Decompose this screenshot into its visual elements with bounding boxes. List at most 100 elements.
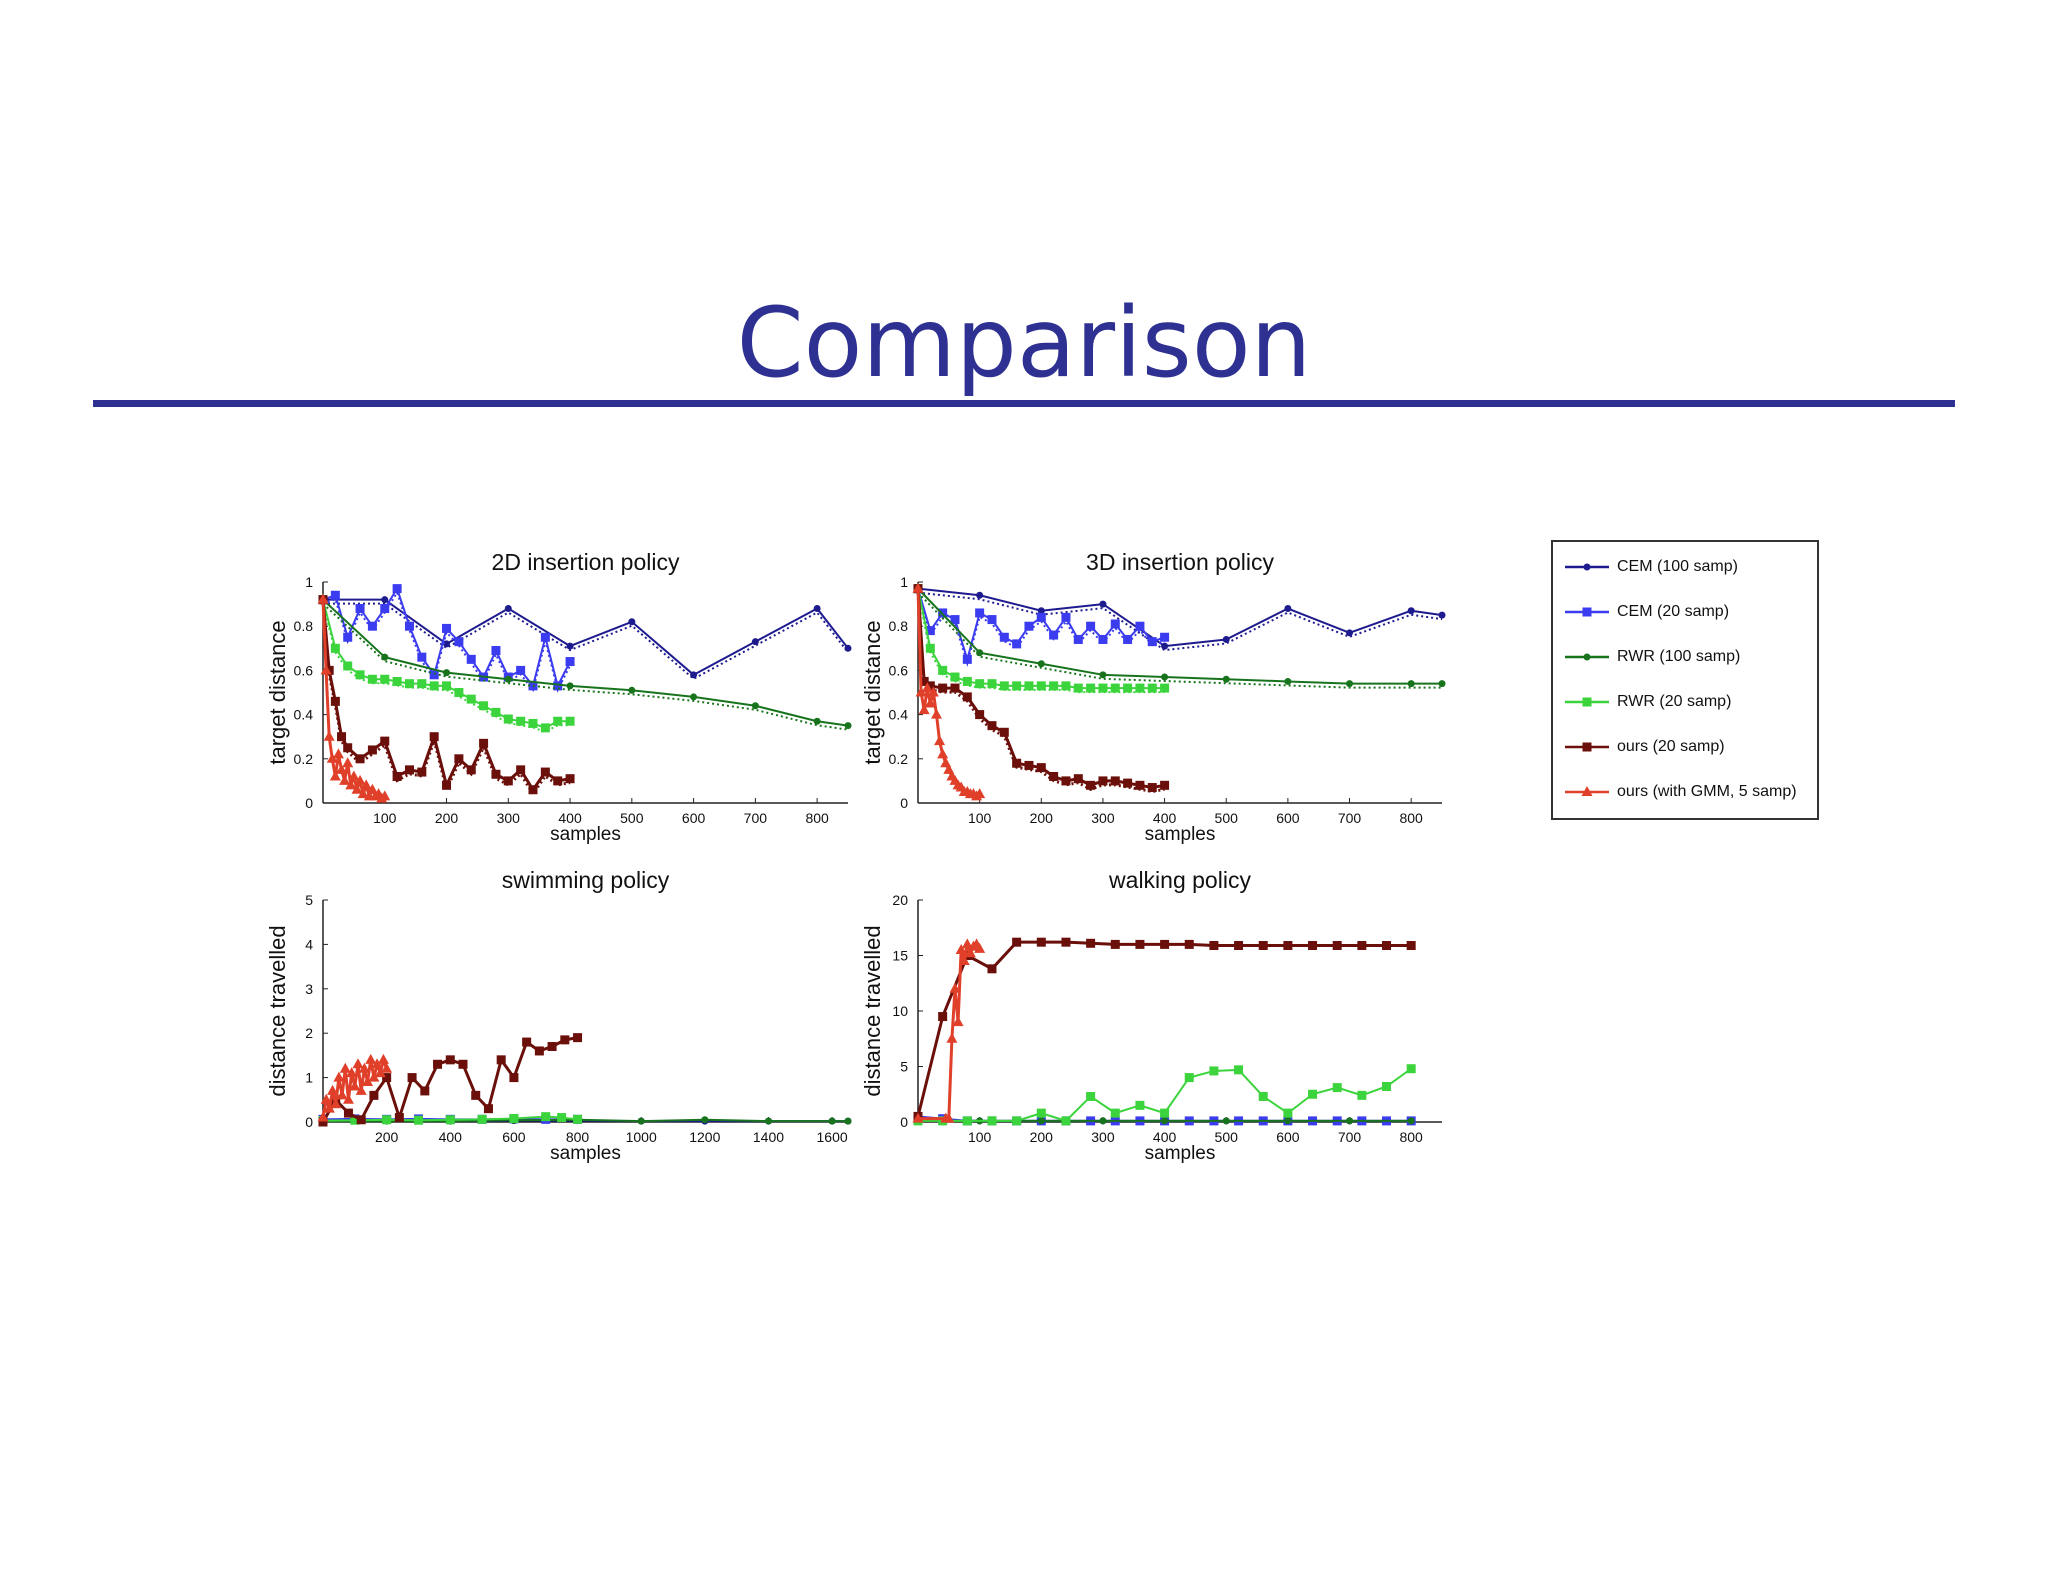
data-point [1222,1117,1230,1125]
data-point [1061,937,1071,947]
data-point [950,683,960,693]
data-point [813,605,821,613]
data-point [924,697,936,708]
data-point [454,754,464,764]
data-point [1160,939,1170,949]
data-point [417,767,427,777]
y-tick-label: 0.6 [889,662,909,678]
data-point [1036,1108,1046,1118]
x-tick-label: 500 [1215,1129,1239,1145]
data-point [343,743,353,753]
data-point [1037,607,1045,615]
data-point [336,763,348,774]
data-point [417,652,427,662]
data-point [504,675,512,683]
data-point [346,1067,358,1078]
series-line [917,587,1443,648]
y-tick-label: 3 [305,981,313,997]
legend-swatch [1565,786,1609,796]
data-point [355,670,365,680]
data-point [912,582,924,593]
y-tick-label: 0.8 [294,618,314,634]
y-axis-label: distance travelled [265,925,290,1096]
data-point [1036,681,1046,691]
chart-title: swimming policy [502,867,670,893]
x-tick-label: 300 [1091,1129,1115,1145]
series-line [322,598,849,727]
data-point [339,1062,351,1073]
series-ours20 [913,584,1170,794]
data-point [1086,938,1096,948]
chart-panel-1: 2D insertion policy 0 0.2 0.4 0.6 0.8 1 100 200 3… [265,549,852,845]
data-point [1357,1090,1367,1100]
y-tick-label: 15 [892,948,908,964]
data-point [1258,1091,1268,1101]
data-point [333,1071,345,1082]
data-point [381,1062,393,1073]
data-point [987,1116,997,1126]
series-oursGMM [317,1053,393,1122]
data-point [491,646,501,656]
legend-swatch [1565,697,1609,707]
y-tick-label: 4 [305,936,313,952]
data-point [751,638,759,646]
chart-title: 2D insertion policy [492,549,680,575]
chart-panel-2: 3D insertion policy 0 0.2 0.4 0.6 0.8 1 100 200 3… [860,549,1446,845]
x-tick-label: 500 [1215,810,1239,826]
series-line-dotted [323,602,849,681]
data-point [445,1055,455,1065]
data-point [1160,632,1170,642]
data-point [327,1084,339,1095]
data-point [1258,941,1268,951]
data-point [999,727,1009,737]
y-tick-label: 0 [900,795,908,811]
legend-item-oursGMM: ours (with GMM, 5 samp) [1563,779,1797,805]
data-point [445,1115,455,1125]
data-point [1073,774,1083,784]
x-tick-label: 400 [1153,810,1177,826]
data-point [828,1117,836,1125]
data-point [496,1055,506,1065]
chart-panel-4: walking policy 0 5 10 15 20 100 200 300 400 500 600… [860,867,1442,1164]
data-point [1073,683,1083,693]
legend-swatch [1565,653,1609,661]
data-point [987,679,997,689]
data-point [1098,634,1108,644]
data-point [443,640,451,648]
data-point [404,765,414,775]
data-point [950,615,960,625]
data-point [466,694,476,704]
data-point [1308,941,1318,951]
data-point [404,679,414,689]
series-rwr100 [914,585,1446,689]
data-point [1332,941,1342,951]
y-tick-label: 0.4 [889,707,909,723]
data-point [1407,1117,1415,1125]
data-point [380,604,390,614]
data-point [369,1090,379,1100]
data-point [392,771,402,781]
data-point [1024,760,1034,770]
data-point [442,780,452,790]
data-point [1438,680,1446,688]
series-cem100 [319,596,852,681]
data-point [534,1046,544,1056]
data-point [1406,941,1416,951]
data-point [342,757,354,768]
data-point [958,955,970,966]
y-tick-label: 0 [305,795,313,811]
x-tick-label: 300 [497,810,521,826]
data-point [1024,681,1034,691]
data-point [429,670,439,680]
data-point [356,1115,366,1125]
data-point [1284,605,1292,613]
data-point [352,1058,364,1069]
data-point [628,618,636,626]
data-point [1135,939,1145,949]
data-point [1346,1117,1354,1125]
data-point [566,642,574,650]
data-point [975,710,985,720]
data-point [964,947,976,958]
data-point [1160,683,1170,693]
